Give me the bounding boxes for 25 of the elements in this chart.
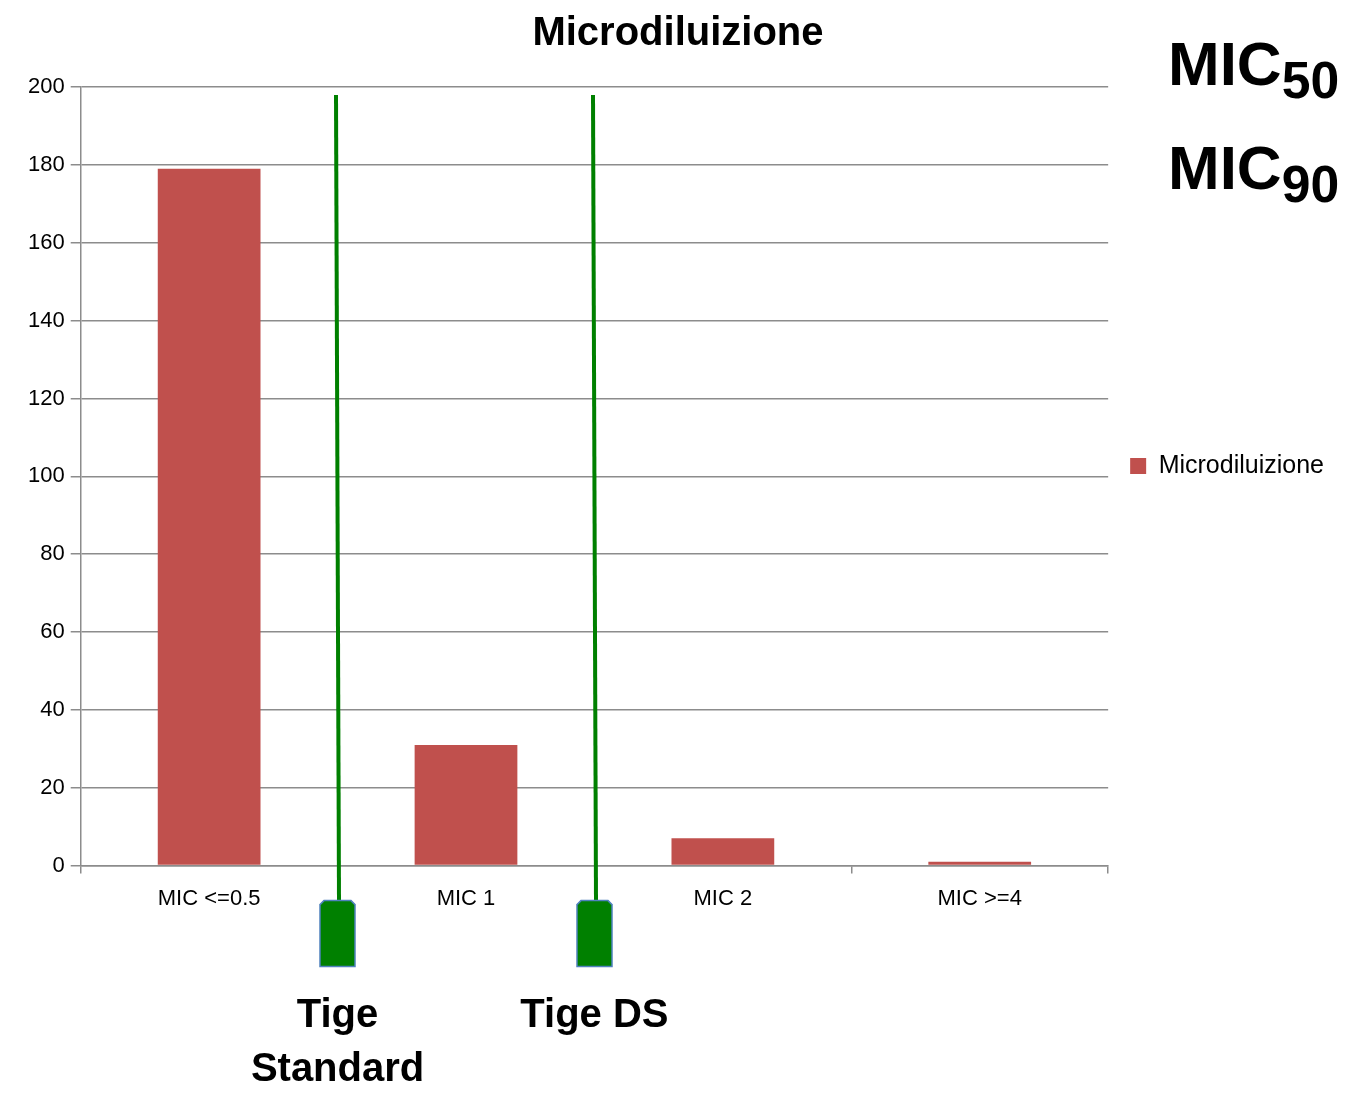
y-tick-label: 0 [52,851,65,877]
y-tick-label: 20 [40,773,65,799]
text: Tige DS [519,989,670,1037]
legend-label: Microdiluizione [1158,449,1325,478]
y-tick-label: 80 [40,540,65,566]
y-tick-label: 60 [40,618,65,644]
y-tick-label: 180 [27,150,65,176]
y-tick-label: 120 [27,384,65,410]
text: Tige Standard [249,989,426,1091]
y-tick-label: 160 [27,228,65,254]
y-tick-label: 100 [27,462,65,488]
bar [671,838,775,865]
y-tick-label: 140 [27,306,65,332]
text: MIC$_{50}$ [1168,28,1340,112]
x-tick-label: MIC >=4 [937,884,1022,910]
bar [928,861,1032,865]
chart-title: Microdiluizione [532,9,824,54]
x-tick-label: MIC 1 [436,884,496,910]
bar [414,744,518,865]
y-tick-label: 200 [27,73,65,99]
text: MIC$_{90}$ [1168,132,1340,216]
y-tick-label: 40 [40,695,65,721]
bar [157,168,261,865]
x-tick-label: MIC <=0.5 [157,884,261,910]
x-tick-label: MIC 2 [693,884,753,910]
